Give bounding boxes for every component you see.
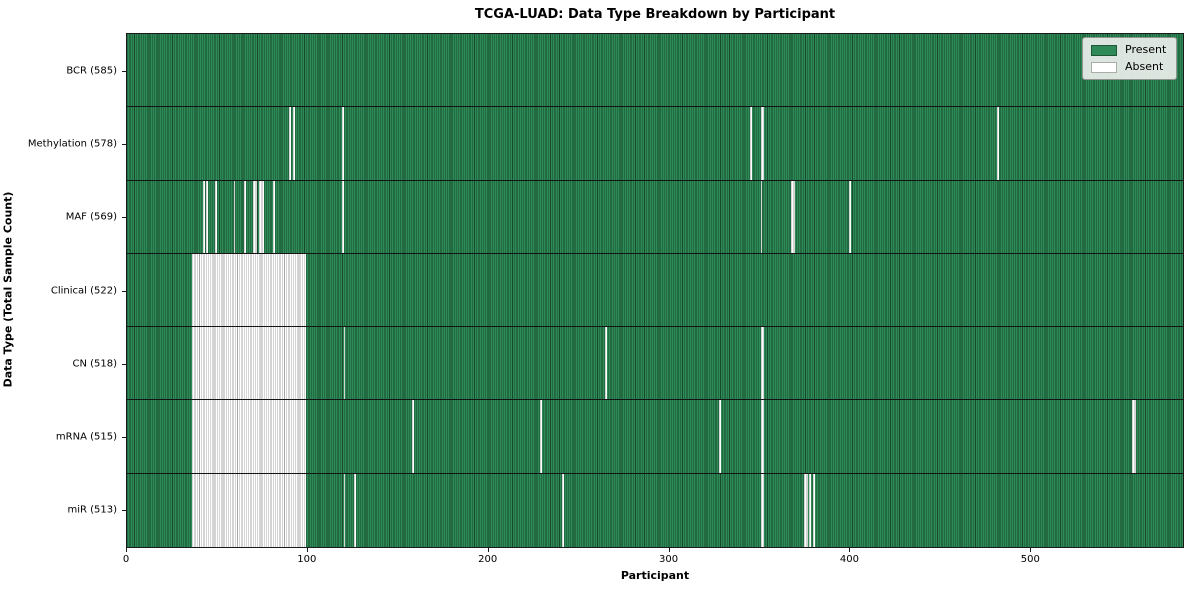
- x-tick-mark: [1030, 548, 1032, 552]
- absent-segment: [803, 473, 808, 547]
- y-tick-label-MAF: MAF (569): [65, 211, 117, 223]
- absent-segment: [760, 400, 765, 473]
- absent-segment: [191, 253, 306, 327]
- absent-segment: [760, 107, 765, 180]
- x-tick-label-0: 0: [122, 554, 130, 565]
- absent-segment: [1132, 400, 1137, 473]
- absent-segment: [997, 107, 999, 180]
- x-tick-mark: [487, 548, 489, 552]
- y-tick-mark: [122, 510, 126, 512]
- x-tick-mark: [668, 548, 670, 552]
- absent-segment: [719, 400, 721, 473]
- y-tick-mark: [122, 363, 126, 365]
- chart-title: TCGA-LUAD: Data Type Breakdown by Partic…: [474, 7, 836, 22]
- x-tick-mark: [306, 548, 308, 552]
- absent-segment: [341, 107, 344, 180]
- absent-segment: [760, 473, 765, 547]
- absent-segment: [258, 180, 265, 253]
- legend: Present Absent: [1082, 37, 1178, 80]
- legend-entry-present: Present: [1091, 44, 1166, 56]
- absent-segment: [540, 400, 543, 473]
- x-tick-mark: [126, 548, 127, 552]
- absent-segment: [343, 327, 346, 400]
- y-tick-label-Clinical: Clinical (522): [50, 285, 117, 296]
- y-tick-mark: [122, 290, 126, 292]
- heatmap-row-MAF: [127, 180, 1183, 254]
- x-tick-mark: [849, 548, 851, 552]
- x-tick-label-200: 200: [478, 554, 498, 565]
- heatmap-row-BCR: [127, 34, 1183, 108]
- absent-segment: [191, 473, 306, 547]
- absent-segment: [233, 180, 236, 253]
- legend-entry-absent: Absent: [1091, 61, 1166, 73]
- absent-segment: [354, 473, 357, 547]
- heatmap-plot-area: [126, 33, 1184, 548]
- x-tick-label-500: 500: [1020, 554, 1040, 565]
- x-tick-label-300: 300: [659, 554, 679, 565]
- y-tick-mark: [122, 217, 126, 219]
- heatmap-row-mRNA: [127, 400, 1183, 474]
- legend-label-absent: Absent: [1125, 60, 1164, 73]
- absent-segment: [289, 107, 292, 180]
- y-tick-mark: [122, 143, 126, 145]
- x-tick-label-400: 400: [839, 554, 859, 565]
- absent-segment: [191, 400, 306, 473]
- y-tick-label-CN: CN (518): [72, 358, 117, 370]
- y-tick-label-Methylation: Methylation (578): [27, 138, 117, 150]
- absent-segment: [293, 107, 295, 180]
- heatmap-row-CN: [127, 327, 1183, 401]
- absent-segment: [244, 180, 247, 253]
- absent-segment: [562, 473, 564, 547]
- legend-label-present: Present: [1125, 43, 1167, 56]
- y-tick-mark: [122, 70, 126, 72]
- absent-segment: [791, 180, 795, 253]
- absent-segment: [809, 473, 812, 547]
- absent-segment: [253, 180, 257, 253]
- absent-segment: [341, 180, 344, 253]
- x-axis-label: Participant: [620, 569, 690, 582]
- absent-segment: [760, 180, 763, 253]
- present-swatch-icon: [1091, 44, 1117, 56]
- absent-segment: [215, 180, 218, 253]
- heatmap-row-Methylation: [127, 107, 1183, 181]
- heatmap-row-miR: [127, 473, 1183, 547]
- absent-segment: [412, 400, 414, 473]
- absent-segment: [191, 327, 306, 400]
- absent-segment: [749, 107, 752, 180]
- y-tick-label-BCR: BCR (585): [66, 65, 117, 77]
- y-tick-label-miR: miR (513): [67, 504, 117, 516]
- y-tick-mark: [122, 437, 126, 439]
- absent-segment: [760, 327, 765, 400]
- y-tick-label-mRNA: mRNA (515): [55, 431, 117, 443]
- absent-segment: [812, 473, 815, 547]
- heatmap-row-Clinical: [127, 253, 1183, 328]
- absent-swatch-icon: [1091, 61, 1117, 73]
- x-tick-label-100: 100: [297, 554, 317, 565]
- absent-segment: [343, 473, 346, 547]
- absent-segment: [849, 180, 851, 253]
- absent-segment: [605, 327, 608, 400]
- absent-segment: [273, 180, 275, 253]
- absent-segment: [206, 180, 209, 253]
- absent-segment: [202, 180, 205, 253]
